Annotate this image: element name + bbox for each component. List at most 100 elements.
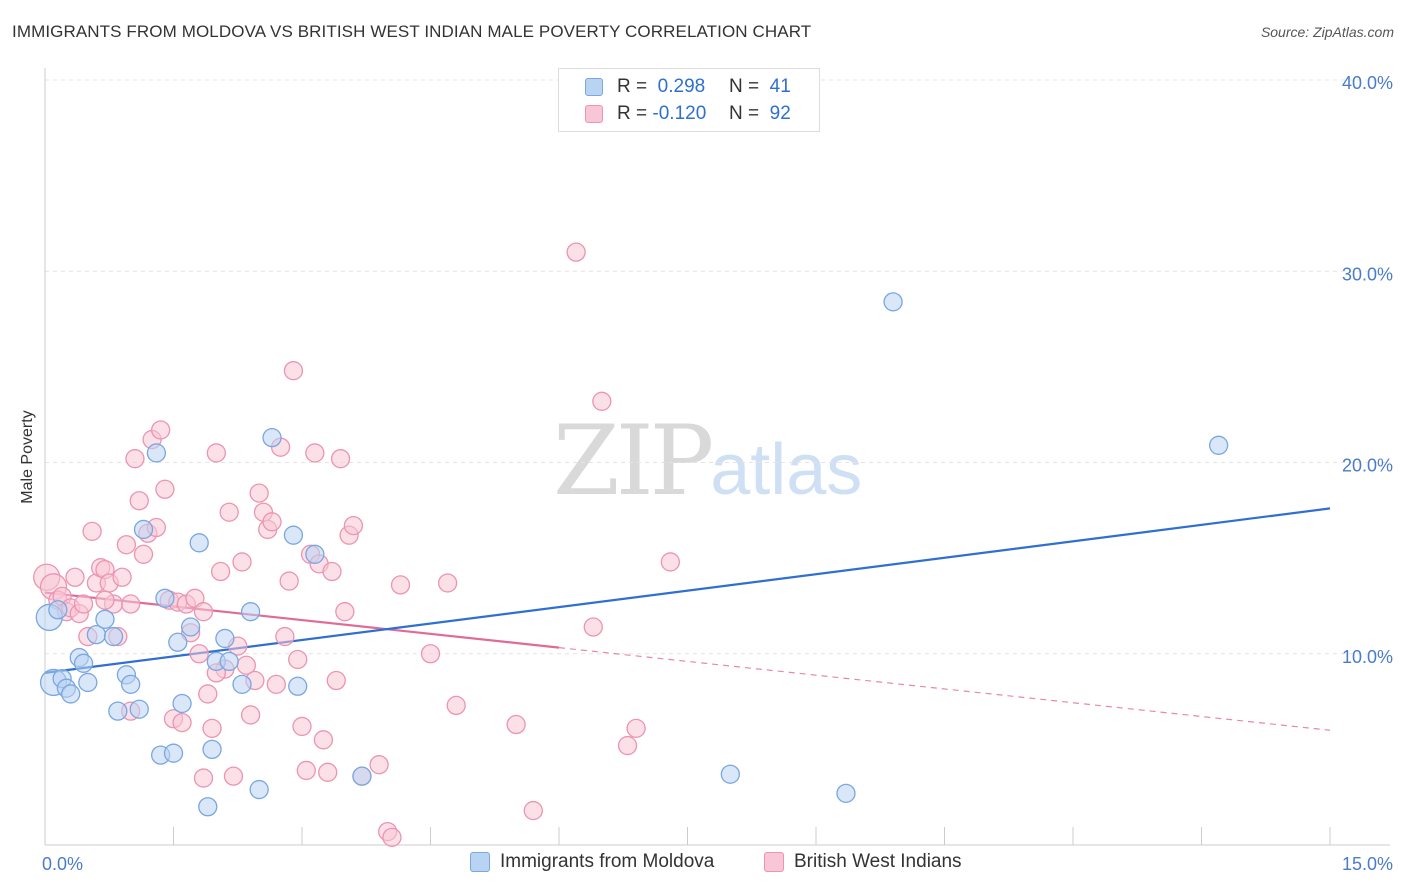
point-british-west-indians: [313, 730, 334, 750]
point-british-west-indians: [660, 552, 681, 572]
series-legend-british-west-indians: British West Indians: [764, 851, 962, 873]
legend-swatch-blue: [585, 78, 603, 96]
point-british-west-indians: [583, 617, 603, 637]
point-british-west-indians: [275, 626, 295, 647]
point-moldova: [78, 672, 98, 693]
point-british-west-indians: [566, 242, 586, 262]
point-british-west-indians: [82, 521, 102, 541]
y-tick-label: 20.0%: [1342, 456, 1393, 476]
legend-n-value: 92: [769, 103, 791, 124]
point-british-west-indians: [133, 544, 154, 564]
point-moldova: [121, 674, 141, 694]
point-british-west-indians: [382, 827, 402, 847]
y-tick-label: 30.0%: [1342, 264, 1393, 284]
series-legend: Immigrants from Moldova British West Ind…: [0, 851, 1406, 877]
point-british-west-indians: [283, 361, 304, 381]
legend-r-label: R =: [617, 76, 648, 97]
point-moldova: [146, 443, 167, 463]
point-british-west-indians: [626, 718, 646, 738]
series-legend-moldova: Immigrants from Moldova: [470, 851, 714, 873]
point-british-west-indians: [592, 391, 612, 411]
source-credit: Source: ZipAtlas.com: [1260, 24, 1394, 40]
point-moldova: [95, 609, 115, 629]
point-british-west-indians: [202, 718, 222, 738]
point-british-west-indians: [506, 714, 526, 735]
series-swatch-blue: [470, 852, 490, 872]
point-moldova: [108, 701, 128, 721]
point-british-west-indians: [437, 573, 458, 593]
point-moldova: [73, 653, 94, 673]
chart-title: IMMIGRANTS FROM MOLDOVA VS BRITISH WEST …: [12, 22, 812, 41]
point-moldova: [215, 628, 235, 649]
point-moldova: [883, 292, 903, 312]
point-british-west-indians: [95, 590, 115, 610]
point-british-west-indians: [193, 602, 214, 622]
point-british-west-indians: [322, 561, 342, 582]
data-points: [33, 242, 1229, 847]
point-moldova: [180, 617, 201, 637]
point-british-west-indians: [330, 449, 351, 469]
point-british-west-indians: [189, 644, 209, 664]
y-tick-label: 40.0%: [1342, 73, 1393, 93]
trend-line-moldova: [44, 507, 1331, 674]
point-moldova: [836, 783, 856, 804]
point-british-west-indians: [292, 716, 312, 737]
point-moldova: [163, 743, 184, 763]
trend-line-extension-british-west-indians: [558, 647, 1331, 731]
point-moldova: [129, 699, 149, 719]
point-british-west-indians: [249, 483, 269, 503]
point-british-west-indians: [129, 491, 149, 511]
legend-n-label: N =: [729, 103, 760, 124]
point-british-west-indians: [125, 449, 145, 469]
point-british-west-indians: [121, 594, 141, 614]
point-british-west-indians: [112, 567, 132, 587]
point-british-west-indians: [343, 515, 364, 536]
point-british-west-indians: [262, 512, 282, 532]
point-moldova: [202, 739, 222, 760]
trend-moldova: [44, 507, 1331, 674]
point-moldova: [720, 764, 740, 784]
point-moldova: [232, 674, 252, 694]
point-moldova: [1208, 435, 1229, 455]
point-british-west-indians: [65, 567, 85, 587]
point-moldova: [249, 779, 269, 800]
point-moldova: [352, 766, 372, 786]
point-british-west-indians: [326, 670, 346, 691]
point-british-west-indians: [73, 594, 94, 614]
point-british-west-indians: [318, 762, 338, 782]
point-british-west-indians: [296, 760, 316, 781]
point-british-west-indians: [523, 800, 543, 821]
legend-n-value: 41: [769, 76, 791, 97]
point-british-west-indians: [150, 420, 171, 440]
legend-r-label: R =: [617, 103, 648, 124]
point-british-west-indians: [369, 755, 389, 775]
point-moldova: [240, 602, 261, 622]
point-british-west-indians: [172, 712, 192, 733]
point-moldova: [155, 588, 175, 608]
point-british-west-indians: [420, 644, 441, 664]
watermark: ZIPatlas: [553, 405, 862, 517]
point-british-west-indians: [206, 443, 226, 463]
point-moldova: [189, 533, 209, 553]
legend-swatch-pink: [585, 105, 603, 123]
legend-row-british-west-indians: R = -0.120 N = 92: [585, 102, 791, 126]
point-british-west-indians: [446, 695, 466, 716]
x-tick-label: 0.0%: [42, 854, 83, 874]
x-tick-label: 15.0%: [1342, 854, 1393, 874]
tick-labels: 10.0% 20.0% 30.0% 40.0% 0.0% 15.0%: [42, 73, 1393, 874]
point-british-west-indians: [155, 479, 175, 499]
series-legend-label: British West Indians: [794, 851, 962, 872]
point-moldova: [198, 797, 218, 817]
point-british-west-indians: [266, 674, 286, 694]
y-tick-label: 10.0%: [1342, 647, 1393, 667]
point-moldova: [61, 684, 81, 704]
point-british-west-indians: [210, 561, 231, 582]
legend-r-value: 0.298: [657, 76, 706, 97]
point-british-west-indians: [335, 602, 355, 622]
point-moldova: [48, 600, 68, 620]
point-moldova: [168, 632, 188, 652]
point-moldova: [283, 525, 304, 545]
watermark-zip: ZIP: [553, 405, 714, 517]
point-british-west-indians: [223, 766, 244, 786]
